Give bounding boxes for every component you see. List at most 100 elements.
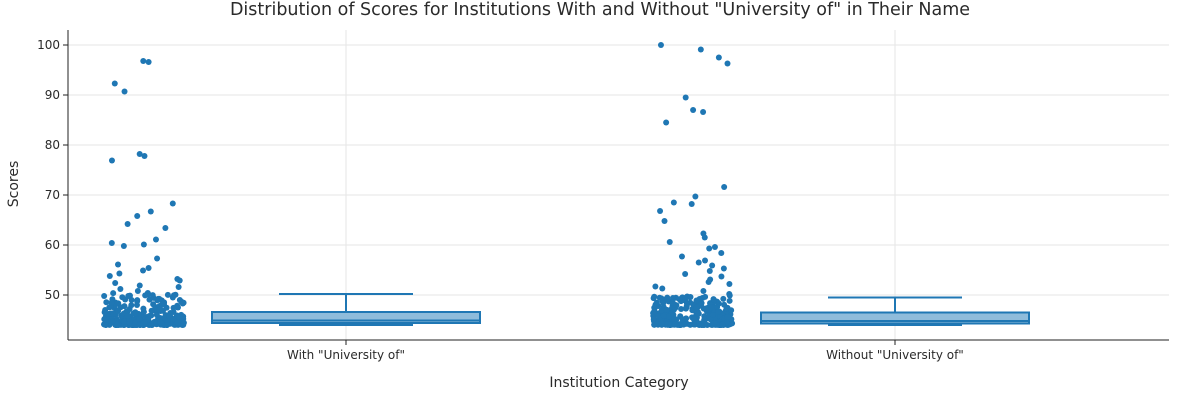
outlier-point xyxy=(108,240,115,246)
data-point xyxy=(695,310,702,317)
data-point xyxy=(110,311,117,318)
data-point xyxy=(709,311,716,318)
box-iqr xyxy=(760,311,1030,325)
outlier-point xyxy=(718,273,725,280)
data-point xyxy=(691,315,698,322)
data-point xyxy=(711,297,718,304)
outlier-point xyxy=(715,54,722,61)
data-point xyxy=(711,319,718,326)
outlier-point xyxy=(663,119,670,126)
data-point xyxy=(148,321,155,328)
data-point xyxy=(170,316,177,323)
outlier-point xyxy=(720,265,727,272)
outlier-point xyxy=(724,60,731,67)
outlier-point xyxy=(145,59,152,65)
data-point xyxy=(715,308,722,315)
data-point xyxy=(658,295,665,302)
data-point xyxy=(125,293,132,300)
data-point xyxy=(174,319,181,326)
outlier-point xyxy=(695,259,702,266)
outlier-point xyxy=(657,208,664,214)
outlier-point xyxy=(145,265,152,271)
axes: 50 60 70 80 90 100 With "University of" Without… xyxy=(37,30,1169,362)
outlier-point xyxy=(702,257,709,264)
data-point xyxy=(134,298,141,305)
outlier-point xyxy=(706,268,713,274)
data-point xyxy=(693,304,700,311)
outlier-point xyxy=(721,184,728,190)
box-iqr xyxy=(211,311,481,324)
outlier-point xyxy=(136,151,143,157)
outlier-point xyxy=(120,243,127,249)
outlier-point xyxy=(134,288,141,294)
data-point xyxy=(131,319,138,326)
outlier-point xyxy=(709,262,716,269)
outlier-point xyxy=(116,270,123,277)
data-point xyxy=(672,321,679,328)
data-point xyxy=(719,321,726,328)
data-point xyxy=(651,308,658,315)
data-point xyxy=(156,306,163,313)
data-point xyxy=(658,320,665,327)
data-point xyxy=(708,304,715,311)
data-point xyxy=(679,316,686,323)
data-point xyxy=(148,307,155,314)
y-tick-label: 70 xyxy=(45,188,60,202)
outlier-point xyxy=(690,107,697,113)
data-point xyxy=(663,306,670,313)
x-tick-label: With "University of" xyxy=(287,348,405,362)
outlier-point xyxy=(700,109,707,115)
data-point xyxy=(176,314,183,321)
outlier-point xyxy=(147,208,154,215)
outlier-point xyxy=(106,273,113,279)
outlier-point xyxy=(111,80,118,87)
data-point xyxy=(108,299,115,306)
chart-title: Distribution of Scores for Institutions … xyxy=(230,0,970,20)
outlier-point xyxy=(705,279,712,285)
data-point xyxy=(180,319,187,326)
data-point xyxy=(660,312,667,319)
data-point xyxy=(660,300,667,307)
data-point xyxy=(658,307,665,314)
data-point xyxy=(654,321,661,328)
data-point xyxy=(102,306,109,313)
data-point xyxy=(124,308,131,315)
data-point xyxy=(687,321,694,328)
data-point xyxy=(650,316,657,323)
data-point xyxy=(166,312,173,319)
outlier-point xyxy=(670,199,677,206)
data-point xyxy=(164,291,171,298)
data-point xyxy=(149,292,156,299)
outlier-point xyxy=(652,283,659,290)
data-point xyxy=(689,307,696,314)
outlier-point xyxy=(726,292,733,299)
outlier-point xyxy=(140,267,147,274)
data-point xyxy=(136,315,143,322)
data-point xyxy=(170,304,177,311)
outlier-point xyxy=(701,234,708,241)
y-tick-label: 90 xyxy=(45,88,60,102)
data-point xyxy=(703,305,710,312)
data-point xyxy=(163,321,170,328)
outlier-point xyxy=(659,285,666,292)
data-point xyxy=(693,297,700,304)
data-point xyxy=(109,318,116,325)
outlier-point xyxy=(700,288,707,294)
y-axis-title: Scores xyxy=(6,161,22,208)
data-point xyxy=(720,295,727,302)
outlier-point xyxy=(140,58,147,64)
outlier-point xyxy=(666,239,673,245)
data-point xyxy=(128,296,135,303)
outlier-point xyxy=(141,153,148,159)
plot-area xyxy=(101,42,1030,328)
outlier-point xyxy=(711,244,718,250)
data-point xyxy=(724,314,731,321)
data-point xyxy=(113,321,120,328)
data-point xyxy=(128,302,135,309)
y-tick-label: 60 xyxy=(45,238,60,252)
outlier-point xyxy=(697,46,704,53)
outlier-point xyxy=(682,94,689,101)
outlier-point xyxy=(117,286,124,292)
data-point xyxy=(101,316,108,323)
